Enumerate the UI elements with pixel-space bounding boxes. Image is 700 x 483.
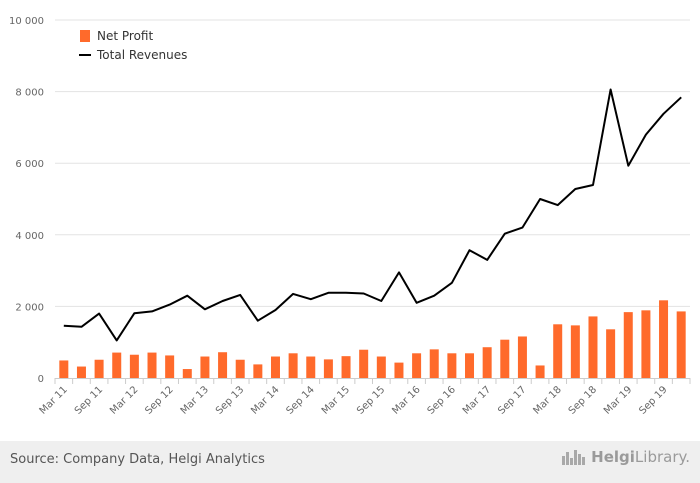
x-tick-label: Mar 14 bbox=[249, 384, 281, 416]
net-profit-bar bbox=[517, 336, 527, 378]
legend-label-total-revenues: Total Revenues bbox=[96, 48, 187, 62]
x-tick-label: Mar 18 bbox=[531, 384, 563, 416]
y-tick-label: 2 000 bbox=[15, 302, 44, 313]
net-profit-bar bbox=[641, 310, 651, 378]
net-profit-bar bbox=[447, 353, 457, 378]
net-profit-bar bbox=[76, 366, 86, 378]
x-tick-label: Mar 15 bbox=[320, 384, 352, 416]
net-profit-bar bbox=[465, 353, 475, 378]
net-profit-bar bbox=[376, 356, 386, 378]
x-tick-label: Sep 17 bbox=[496, 384, 528, 416]
brand-suffix: Library. bbox=[634, 448, 690, 466]
brand-logo: HelgiLibrary. bbox=[561, 448, 690, 466]
y-tick-label: 6 000 bbox=[15, 159, 44, 170]
x-tick-label: Sep 18 bbox=[567, 384, 599, 416]
x-axis: Mar 11 Sep 11 Mar 12 Sep 12 Mar 13 Sep 13 Mar … bbox=[38, 378, 691, 417]
net-profit-bar bbox=[659, 300, 669, 378]
source-note: Source: Company Data, Helgi Analytics bbox=[10, 452, 265, 467]
net-profit-bar bbox=[253, 364, 263, 378]
x-tick-label: Mar 19 bbox=[602, 384, 634, 416]
y-tick-label: 4 000 bbox=[15, 231, 44, 242]
net-profit-bar bbox=[553, 324, 563, 378]
legend: Net Profit Total Revenues bbox=[79, 29, 187, 62]
total-revenues-line bbox=[63, 88, 682, 342]
net-profit-bar bbox=[606, 329, 616, 378]
net-profit-bar bbox=[182, 369, 192, 378]
net-profit-bar bbox=[200, 356, 210, 378]
x-tick-label: Sep 13 bbox=[214, 384, 246, 416]
x-tick-label: Sep 11 bbox=[73, 384, 105, 416]
x-tick-label: Mar 12 bbox=[108, 384, 140, 416]
net-profit-bar bbox=[570, 325, 580, 378]
net-profit-bar bbox=[412, 353, 422, 378]
x-tick-label: Mar 16 bbox=[390, 384, 422, 416]
net-profit-bar bbox=[535, 365, 545, 378]
x-tick-label: Sep 15 bbox=[355, 384, 387, 416]
chart: 0 2 000 4 000 6 000 8 000 10 000 Mar 11 Sep 11… bbox=[9, 16, 691, 417]
net-profit-bars bbox=[59, 300, 686, 378]
y-tick-label: 8 000 bbox=[15, 88, 44, 99]
net-profit-bar bbox=[94, 359, 104, 378]
x-tick-label: Sep 14 bbox=[285, 384, 317, 416]
net-profit-bar bbox=[129, 354, 139, 378]
y-axis-ticks: 0 2 000 4 000 6 000 8 000 10 000 bbox=[9, 16, 44, 385]
y-tick-label: 0 bbox=[38, 374, 44, 385]
y-tick-label: 10 000 bbox=[9, 16, 44, 27]
net-profit-bar bbox=[270, 356, 280, 378]
total-revenues-line-group bbox=[63, 88, 682, 342]
net-profit-bar bbox=[394, 362, 404, 378]
x-tick-label: Mar 17 bbox=[461, 384, 493, 416]
net-profit-bar bbox=[147, 352, 157, 378]
net-profit-bar bbox=[623, 312, 633, 378]
brand-prefix: Helgi bbox=[591, 448, 635, 466]
x-tick-label: Mar 11 bbox=[38, 384, 70, 416]
net-profit-bar bbox=[359, 349, 369, 378]
net-profit-bar bbox=[306, 356, 316, 378]
net-profit-bar bbox=[588, 316, 598, 378]
net-profit-bar bbox=[165, 355, 175, 378]
net-profit-bar bbox=[500, 339, 510, 378]
x-tick-label: Sep 19 bbox=[637, 384, 669, 416]
net-profit-bar bbox=[218, 352, 228, 378]
net-profit-bar bbox=[323, 359, 333, 378]
x-tick-label: Mar 13 bbox=[179, 384, 211, 416]
net-profit-bar bbox=[482, 347, 492, 378]
net-profit-bar bbox=[429, 349, 439, 378]
net-profit-bar bbox=[341, 356, 351, 378]
legend-swatch-net-profit bbox=[80, 30, 90, 42]
skyline-icon bbox=[562, 450, 586, 465]
legend-label-net-profit: Net Profit bbox=[97, 29, 153, 43]
net-profit-bar bbox=[235, 359, 245, 378]
net-profit-bar bbox=[288, 353, 298, 378]
x-tick-label: Sep 12 bbox=[143, 384, 175, 416]
gridlines bbox=[55, 19, 690, 307]
net-profit-bar bbox=[676, 311, 686, 378]
net-profit-bar bbox=[59, 360, 69, 378]
net-profit-bar bbox=[112, 352, 122, 378]
x-tick-label: Sep 16 bbox=[426, 384, 458, 416]
